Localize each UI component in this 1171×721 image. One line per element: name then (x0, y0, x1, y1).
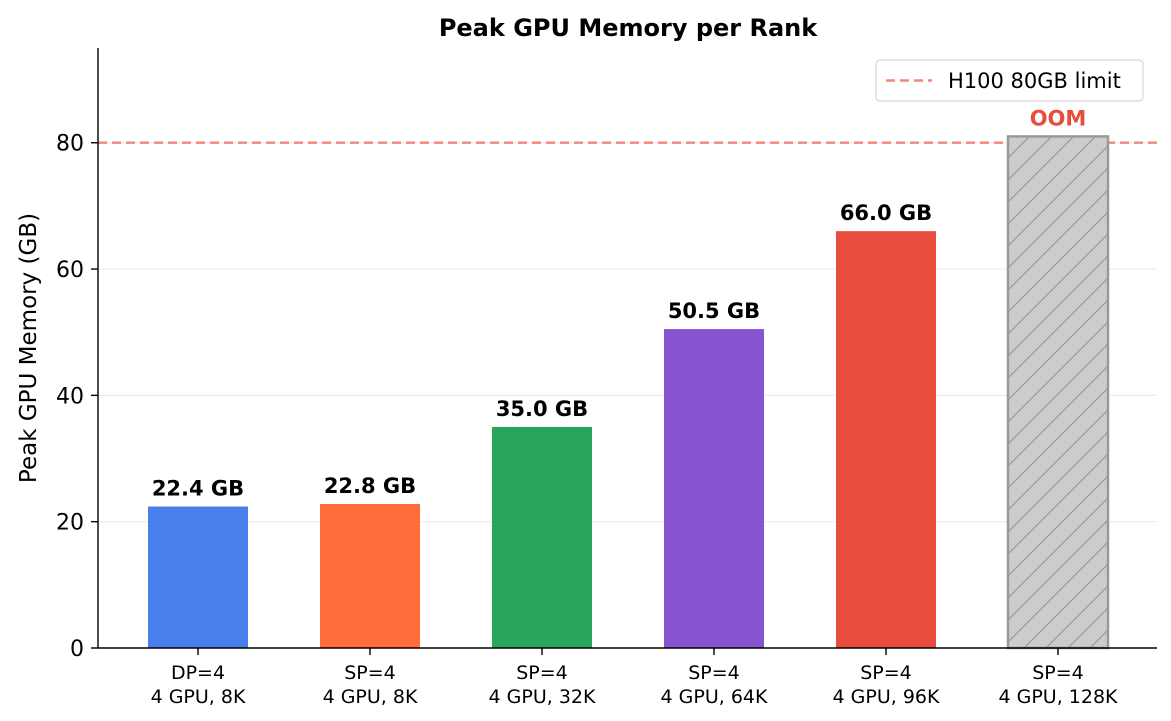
y-axis-label: Peak GPU Memory (GB) (16, 213, 42, 483)
x-tick-label: SP=4 (688, 662, 740, 684)
bar (836, 231, 936, 648)
bar-value-label: 50.5 GB (668, 299, 760, 323)
y-tick-label: 0 (70, 637, 84, 662)
bar-value-label: 22.8 GB (324, 474, 416, 498)
y-tick-label: 40 (56, 384, 84, 409)
x-tick-label: SP=4 (860, 662, 912, 684)
bars: 22.4 GB 22.8 GB 35.0 GB 50.5 GB 66.0 GB OOM (148, 106, 1110, 650)
bar (492, 426, 592, 648)
bar-value-label: OOM (1030, 106, 1087, 130)
x-tick-label: 4 GPU, 8K (323, 686, 418, 708)
legend-label: H100 80GB limit (948, 69, 1121, 93)
chart-title: Peak GPU Memory per Rank (439, 14, 818, 42)
x-tick-label: 4 GPU, 32K (489, 686, 596, 708)
y-tick-label: 80 (56, 132, 84, 157)
x-tick-label: SP=4 (516, 662, 568, 684)
x-tick-label: 4 GPU, 96K (833, 686, 940, 708)
x-tick-label: SP=4 (344, 662, 396, 684)
legend: H100 80GB limit (875, 59, 1144, 102)
x-tick-label: 4 GPU, 8K (151, 686, 246, 708)
bar (320, 504, 420, 648)
y-tick-label: 20 (56, 511, 84, 536)
bar-value-label: 22.4 GB (152, 477, 244, 501)
bar-value-label: 66.0 GB (840, 201, 932, 225)
bar-value-label: 35.0 GB (496, 397, 588, 421)
bar (664, 329, 764, 648)
x-tick-label: DP=4 (171, 662, 225, 684)
gridlines (98, 142, 1157, 523)
bar-oom (1006, 135, 1110, 650)
bar (148, 506, 248, 648)
x-tick-label: 4 GPU, 128K (998, 686, 1118, 708)
x-tick-label: 4 GPU, 64K (661, 686, 768, 708)
legend-frame (875, 59, 1144, 102)
x-tick-label: SP=4 (1032, 662, 1084, 684)
y-tick-label: 60 (56, 258, 84, 283)
